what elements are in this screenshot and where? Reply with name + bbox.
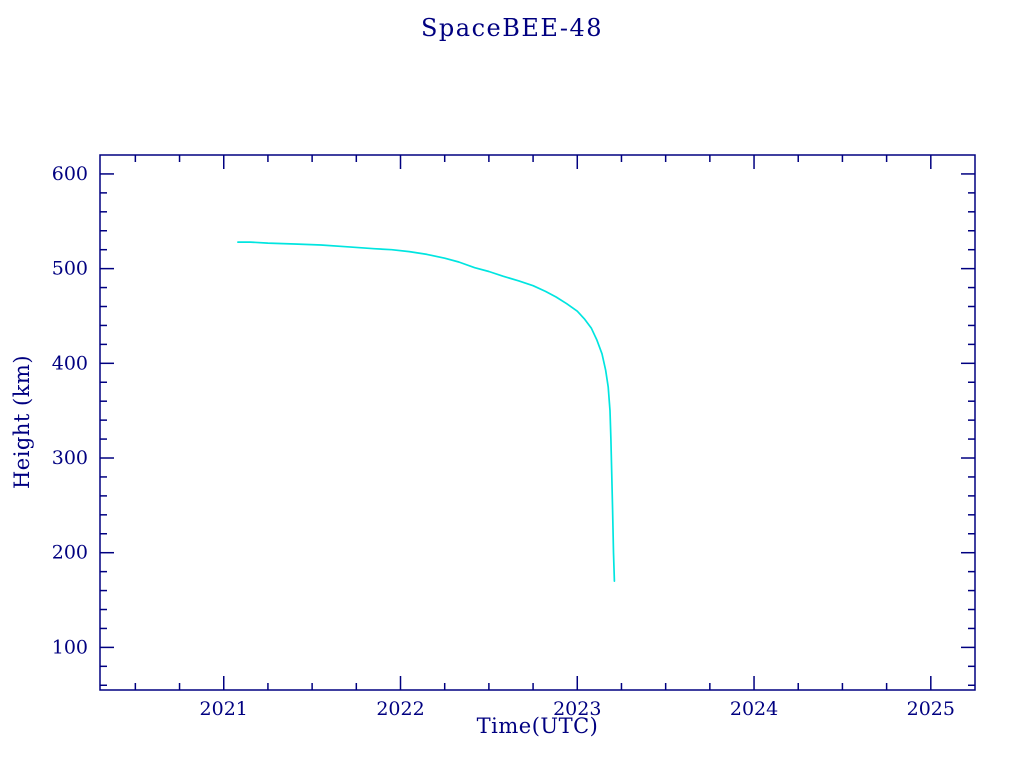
- svg-text:2024: 2024: [730, 698, 778, 720]
- x-axis-label: Time(UTC): [476, 714, 599, 738]
- svg-text:500: 500: [52, 258, 88, 280]
- svg-text:600: 600: [52, 163, 88, 185]
- svg-text:2023: 2023: [553, 698, 601, 720]
- svg-text:100: 100: [52, 636, 88, 658]
- svg-text:2025: 2025: [907, 698, 955, 720]
- altitude-series-line: [237, 241, 616, 582]
- svg-text:2022: 2022: [376, 698, 424, 720]
- svg-text:2021: 2021: [200, 698, 248, 720]
- chart-title: SpaceBEE-48: [420, 14, 604, 42]
- svg-text:300: 300: [52, 447, 88, 469]
- svg-text:200: 200: [52, 542, 88, 564]
- y-axis-label: Height (km): [10, 354, 34, 490]
- svg-text:400: 400: [52, 352, 88, 374]
